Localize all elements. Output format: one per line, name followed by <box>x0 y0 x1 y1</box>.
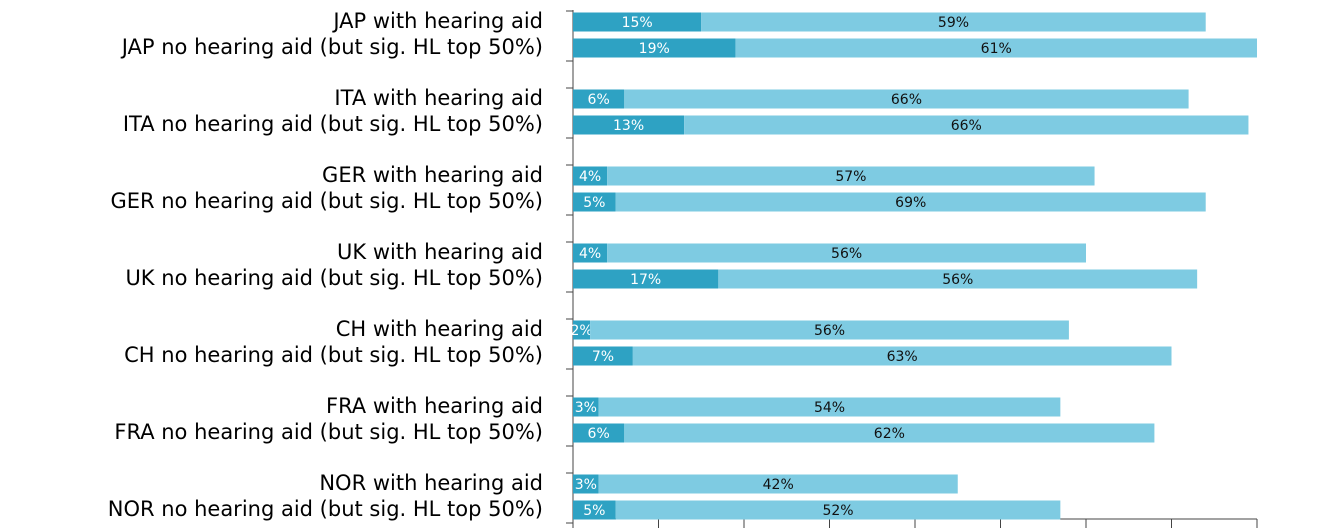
value-label: 3% <box>575 400 597 416</box>
bar-segment <box>573 474 599 494</box>
value-label: 13% <box>613 118 644 134</box>
bar-segment <box>624 89 1189 109</box>
value-label: 56% <box>831 246 862 262</box>
bar-segment <box>573 423 625 443</box>
bar-segment <box>735 38 1257 58</box>
value-label: 69% <box>895 195 926 211</box>
category-label: JAP no hearing aid (but sig. HL top 50%) <box>120 35 543 59</box>
value-label: 66% <box>951 118 982 134</box>
value-label: 15% <box>622 15 653 31</box>
category-label: CH no hearing aid (but sig. HL top 50%) <box>124 343 543 367</box>
bar-segment <box>573 12 702 32</box>
bar-segment <box>598 397 1061 417</box>
value-label: 63% <box>887 349 918 365</box>
category-label: JAP with hearing aid <box>331 9 543 33</box>
category-label: FRA with hearing aid <box>326 394 543 418</box>
category-label: ITA with hearing aid <box>334 86 543 110</box>
bar-segment <box>607 166 1095 186</box>
value-label: 4% <box>579 169 601 185</box>
bar-segment <box>573 192 616 212</box>
value-label: 5% <box>583 503 605 519</box>
value-label: 61% <box>981 41 1012 57</box>
category-label: UK with hearing aid <box>337 240 543 264</box>
value-label: 66% <box>891 92 922 108</box>
value-label: 2% <box>570 323 592 339</box>
value-label: 3% <box>575 477 597 493</box>
value-label: 42% <box>763 477 794 493</box>
value-label: 6% <box>588 426 610 442</box>
category-label: GER with hearing aid <box>322 163 543 187</box>
value-label: 52% <box>822 503 853 519</box>
bar-segment <box>718 269 1198 289</box>
category-label: NOR with hearing aid <box>319 471 543 495</box>
value-label: 4% <box>579 246 601 262</box>
value-label: 57% <box>835 169 866 185</box>
value-label: 6% <box>588 92 610 108</box>
value-label: 59% <box>938 15 969 31</box>
bar-segment <box>615 500 1061 520</box>
bar-segment <box>573 269 719 289</box>
bar-segment <box>573 397 599 417</box>
value-label: 19% <box>639 41 670 57</box>
bar-segment <box>573 320 591 340</box>
category-label: FRA no hearing aid (but sig. HL top 50%) <box>114 420 543 444</box>
category-label: UK no hearing aid (but sig. HL top 50%) <box>125 266 543 290</box>
bar-segment <box>573 115 685 135</box>
bar-segment <box>632 346 1172 366</box>
value-label: 5% <box>583 195 605 211</box>
category-label: GER no hearing aid (but sig. HL top 50%) <box>110 189 543 213</box>
value-label: 7% <box>592 349 614 365</box>
bar-segment <box>624 423 1155 443</box>
bar-segment <box>701 12 1206 32</box>
bar-segment <box>590 320 1069 340</box>
bar-segment <box>573 346 633 366</box>
bar-segment <box>573 38 736 58</box>
value-label: 54% <box>814 400 845 416</box>
value-label: 17% <box>630 272 661 288</box>
bar-segment <box>573 243 608 263</box>
bar-segment <box>598 474 958 494</box>
bar-segment <box>573 500 616 520</box>
bar-segment <box>684 115 1249 135</box>
bar-segment <box>615 192 1206 212</box>
value-label: 56% <box>942 272 973 288</box>
category-label: ITA no hearing aid (but sig. HL top 50%) <box>123 112 543 136</box>
bar-segment <box>573 89 625 109</box>
value-label: 62% <box>874 426 905 442</box>
value-label: 56% <box>814 323 845 339</box>
category-label: NOR no hearing aid (but sig. HL top 50%) <box>108 497 543 521</box>
bar-segment <box>607 243 1086 263</box>
category-label: CH with hearing aid <box>336 317 543 341</box>
bar-segment <box>573 166 608 186</box>
